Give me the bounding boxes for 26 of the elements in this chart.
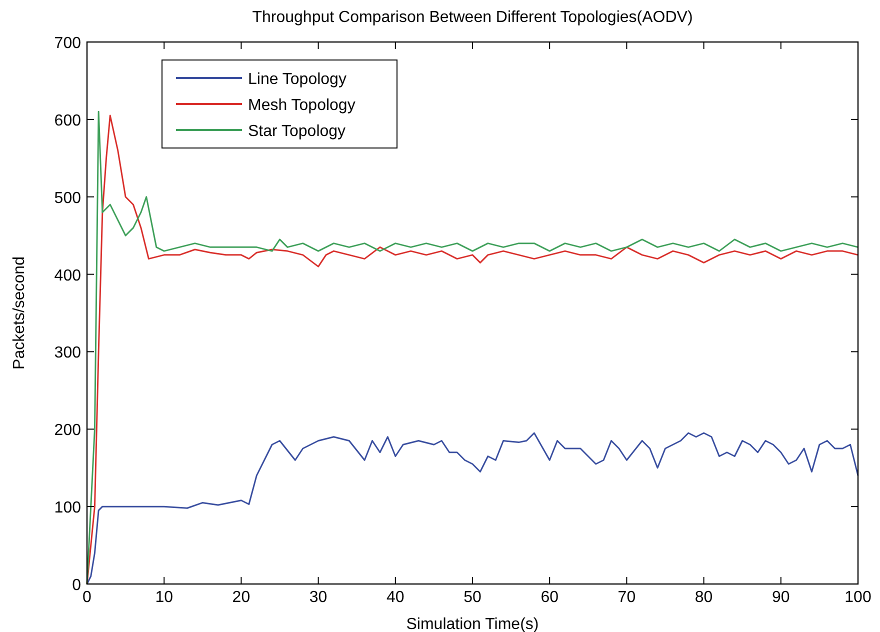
x-tick-label: 50 bbox=[464, 589, 482, 606]
y-axis-title: Packets/second bbox=[11, 256, 28, 370]
chart-title: Throughput Comparison Between Different Topologies(AODV) bbox=[252, 9, 693, 26]
x-tick-label: 40 bbox=[386, 589, 404, 606]
y-tick-label: 700 bbox=[54, 35, 82, 52]
x-tick-label: 80 bbox=[694, 589, 713, 606]
y-tick-label: 0 bbox=[72, 577, 82, 594]
y-tick-label: 200 bbox=[54, 422, 82, 440]
y-tick-label: 400 bbox=[54, 267, 82, 284]
x-tick-label: 90 bbox=[772, 589, 790, 606]
x-tick-label: 60 bbox=[540, 589, 559, 606]
legend-label: Line Topology bbox=[248, 71, 346, 88]
legend-label: Star Topology bbox=[248, 123, 346, 140]
x-tick-label: 0 bbox=[82, 589, 92, 606]
legend-label: Mesh Topology bbox=[248, 97, 356, 114]
x-tick-label: 20 bbox=[232, 589, 250, 606]
line-series bbox=[86, 432, 859, 585]
x-tick-label: 10 bbox=[155, 589, 174, 606]
y-tick-label: 300 bbox=[54, 344, 82, 362]
x-tick-label: 30 bbox=[309, 589, 328, 606]
y-tick-label: 100 bbox=[54, 500, 82, 517]
y-tick-label: 500 bbox=[54, 190, 82, 207]
x-tick-label: 100 bbox=[844, 589, 872, 606]
x-tick-label: 70 bbox=[618, 589, 636, 606]
x-axis-title: Simulation Time(s) bbox=[406, 616, 539, 632]
y-tick-label: 600 bbox=[54, 112, 82, 130]
